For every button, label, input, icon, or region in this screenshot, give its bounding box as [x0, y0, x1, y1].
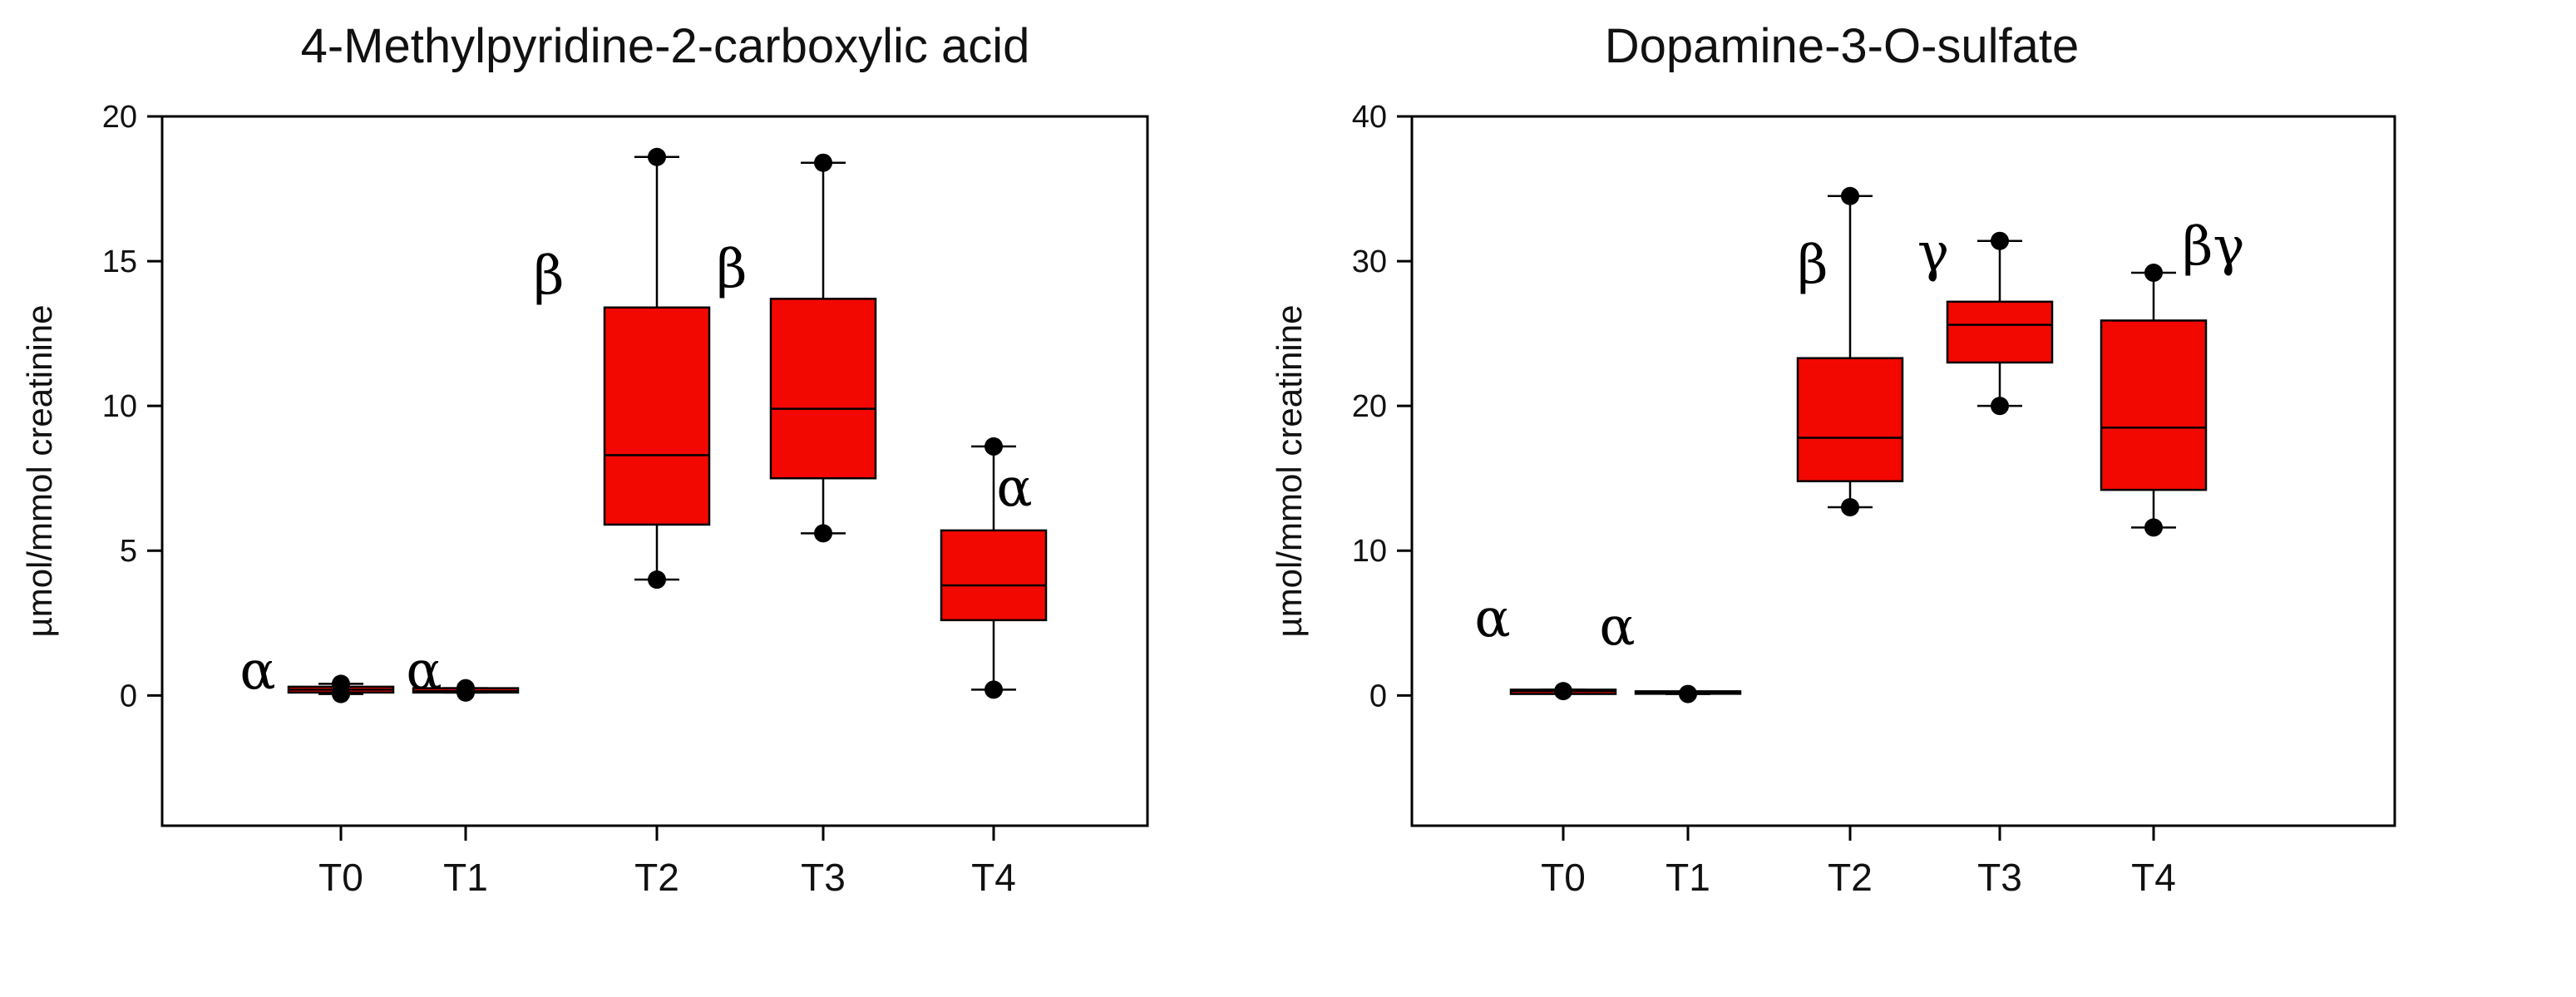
- x-tick-label: T1: [443, 856, 488, 899]
- outlier-point: [814, 153, 832, 172]
- outlier-point: [985, 680, 1003, 699]
- x-tick-label: T4: [2131, 856, 2176, 899]
- outlier-point: [814, 524, 832, 543]
- outlier-point: [2144, 518, 2163, 537]
- y-tick-label: 5: [120, 534, 137, 569]
- outlier-point: [2144, 264, 2163, 283]
- outlier-point: [1841, 186, 1859, 205]
- box-iqr: [2100, 319, 2208, 491]
- y-tick-label: 10: [1352, 534, 1387, 569]
- y-axis-label: µmol/mmol creatinine: [1270, 305, 1309, 638]
- y-tick-label: 0: [120, 679, 137, 713]
- significance-label: β: [534, 245, 565, 307]
- outlier-point: [1991, 231, 2009, 250]
- significance-label: α: [239, 640, 275, 702]
- outlier-point: [648, 147, 666, 166]
- outlier-point: [1991, 397, 2009, 416]
- outlier-point: [1841, 498, 1859, 517]
- significance-label: βγ: [2182, 216, 2244, 278]
- y-tick-label: 30: [1352, 244, 1387, 279]
- box-iqr: [603, 306, 711, 526]
- y-tick-label: 40: [1352, 100, 1387, 135]
- x-tick-label: T4: [971, 856, 1016, 899]
- significance-label: α: [996, 457, 1032, 519]
- outlier-point: [1679, 684, 1697, 703]
- y-axis-label: µmol/mmol creatinine: [20, 305, 59, 638]
- x-tick-label: T0: [318, 856, 363, 899]
- significance-label: α: [1599, 596, 1635, 658]
- box-iqr: [940, 529, 1048, 622]
- outlier-point: [985, 437, 1003, 456]
- x-tick-label: T0: [1541, 856, 1586, 899]
- significance-label: α: [406, 640, 442, 702]
- significance-label: β: [717, 239, 748, 300]
- y-tick-label: 0: [1369, 679, 1387, 713]
- significance-label: α: [1474, 588, 1510, 649]
- y-tick-label: 10: [102, 389, 137, 424]
- chart-title: Dopamine-3-O-sulfate: [1605, 19, 2080, 73]
- significance-label: β: [1798, 234, 1828, 296]
- x-tick-label: T2: [1828, 856, 1873, 899]
- plot-frame: [160, 115, 1149, 827]
- y-tick-label: 20: [1352, 389, 1387, 424]
- chart-title: 4-Methylpyridine-2-carboxylic acid: [301, 19, 1030, 73]
- outlier-point: [1554, 682, 1572, 701]
- box-iqr: [1796, 357, 1904, 482]
- y-tick-label: 15: [102, 244, 137, 279]
- significance-label: γ: [1917, 222, 1949, 284]
- plot-frame: [1410, 115, 2396, 827]
- outlier-point: [456, 679, 475, 698]
- outlier-point: [332, 674, 350, 693]
- x-tick-label: T2: [634, 856, 679, 899]
- box-iqr: [1946, 300, 2054, 364]
- x-tick-label: T3: [801, 856, 846, 899]
- outlier-point: [648, 570, 666, 590]
- x-tick-label: T1: [1666, 856, 1710, 899]
- y-tick-label: 20: [102, 100, 137, 135]
- box-iqr: [769, 298, 877, 480]
- x-tick-label: T3: [1977, 856, 2022, 899]
